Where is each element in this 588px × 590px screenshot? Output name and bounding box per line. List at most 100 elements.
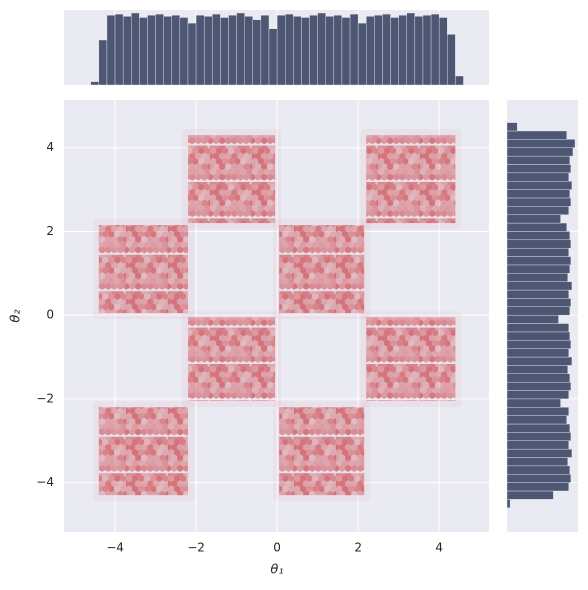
- y-hist-bar: [506, 289, 570, 299]
- y-hist-bar: [506, 432, 572, 441]
- x-hist-bar: [252, 19, 262, 86]
- x-hist-bar: [155, 13, 164, 86]
- y-hist-bar: [506, 398, 561, 408]
- hex-region: [366, 317, 456, 401]
- y-hist-bar: [506, 214, 561, 224]
- y-tick-label: 0: [46, 308, 54, 322]
- x-tick-label: 4: [435, 541, 443, 555]
- y-hist-bar: [506, 172, 570, 182]
- hex-region: [98, 225, 188, 314]
- x-hist-bar: [341, 17, 351, 86]
- y-tick-label: −2: [36, 391, 54, 405]
- y-hist-bar: [506, 273, 568, 282]
- y-hist-bar: [506, 407, 570, 416]
- x-hist-bar: [406, 12, 416, 86]
- y-hist-bar: [506, 499, 511, 508]
- x-hist-bar: [333, 15, 343, 86]
- x-hist-bar: [438, 17, 448, 86]
- y-hist-bar: [506, 122, 518, 132]
- x-hist-bar: [325, 16, 335, 86]
- x-hist-bar: [382, 13, 391, 86]
- x-hist-bar: [414, 16, 424, 86]
- y-hist-bar: [506, 365, 568, 374]
- x-hist-bar: [317, 12, 326, 86]
- hex-region: [279, 407, 365, 496]
- y-hist-bar: [506, 231, 571, 241]
- x-hist-bar: [422, 15, 432, 86]
- y-hist-bar: [506, 189, 571, 199]
- y-hist-bar: [506, 457, 568, 467]
- y-hist-bar: [506, 298, 572, 307]
- x-hist-bar: [114, 13, 124, 86]
- x-hist-bar: [285, 13, 294, 86]
- y-hist-bar: [506, 474, 572, 483]
- x-hist-bar: [131, 12, 140, 86]
- y-hist-bar: [506, 155, 571, 165]
- hex-region: [187, 135, 276, 224]
- hex-region: [98, 407, 188, 496]
- x-hist-bar: [212, 13, 221, 86]
- y-tick-label: 2: [46, 224, 54, 238]
- y-hist-bar: [506, 147, 574, 157]
- y-hist-bar: [506, 348, 570, 358]
- y-hist-bar: [506, 381, 572, 391]
- y-hist-bar: [506, 465, 571, 475]
- x-hist-bar: [228, 15, 237, 86]
- x-hist-bar: [90, 81, 100, 86]
- x-hist-bar: [309, 15, 318, 86]
- x-hist-bar: [293, 16, 302, 86]
- y-hist-bar: [506, 423, 571, 433]
- x-hist-bar: [276, 15, 286, 86]
- y-axis-label: θ₂: [9, 309, 24, 322]
- x-hist-bar: [447, 34, 456, 86]
- y-hist-bar: [506, 440, 570, 450]
- x-hist-bar: [301, 17, 310, 86]
- y-hist-bar: [506, 281, 573, 291]
- y-hist-bar: [506, 130, 567, 140]
- x-hist-bar: [163, 16, 172, 86]
- y-hist-bar: [506, 256, 572, 266]
- x-axis-label: θ₁: [270, 563, 283, 578]
- y-hist-bar: [506, 331, 571, 341]
- x-hist-bar: [139, 17, 148, 86]
- y-hist-bar: [506, 314, 559, 324]
- y-hist-bar: [506, 482, 570, 492]
- y-hist-bar: [506, 306, 571, 316]
- x-hist-bar: [98, 39, 108, 86]
- y-hist-bar: [506, 164, 572, 174]
- x-tick-label: −2: [187, 541, 205, 555]
- x-hist-bar: [122, 16, 132, 86]
- y-hist-bar: [506, 340, 572, 349]
- x-hist-bar: [171, 15, 181, 86]
- y-hist-bar: [506, 222, 567, 232]
- y-hist-bar: [506, 264, 571, 274]
- x-hist-bar: [430, 13, 440, 86]
- y-hist-bar: [506, 373, 571, 383]
- x-tick-label: −4: [106, 541, 124, 555]
- x-tick-label: 0: [273, 541, 281, 555]
- x-tick-label: 2: [354, 541, 362, 555]
- x-hist-bar: [236, 12, 245, 86]
- y-hist-bar: [506, 247, 570, 257]
- x-hist-bar: [357, 22, 367, 86]
- y-tick-label: −4: [36, 475, 54, 489]
- hex-region: [366, 135, 456, 224]
- x-hist-bar: [244, 16, 253, 86]
- x-hist-bar: [374, 15, 383, 86]
- y-hist-bar: [506, 181, 573, 190]
- x-hist-bar: [366, 16, 375, 86]
- x-hist-bar: [203, 16, 213, 86]
- x-hist-bar: [179, 17, 189, 86]
- y-hist-bar: [506, 448, 573, 458]
- x-hist-bar: [398, 15, 407, 86]
- x-hist-bar: [106, 15, 116, 86]
- x-hist-bar: [220, 17, 229, 86]
- hex-region: [279, 225, 365, 314]
- x-hist-bar: [349, 13, 359, 86]
- y-hist-bar: [506, 323, 570, 333]
- x-hist-bar: [260, 15, 270, 86]
- y-hist-bar: [506, 197, 572, 207]
- hex-region: [187, 317, 276, 401]
- x-hist-bar: [390, 17, 399, 86]
